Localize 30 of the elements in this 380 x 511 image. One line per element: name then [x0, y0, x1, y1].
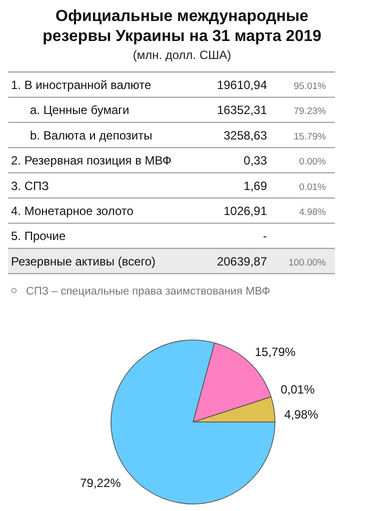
text: - [263, 229, 267, 244]
text: 1,69 [244, 178, 268, 193]
text: 1. В иностранной валюте [11, 78, 152, 92]
data-label: 79,22% [80, 476, 122, 490]
text: 16352,31 [216, 103, 268, 118]
text: 3. СПЗ [11, 178, 49, 193]
text: 19610,94 [216, 78, 268, 92]
text: СПЗ – специальные права заимствования МВФ [26, 286, 270, 298]
text: 0.01% [299, 182, 327, 193]
text: (млн. долл. США) [132, 48, 232, 62]
text: 4. Монетарное золото [11, 204, 134, 218]
text: a. Ценные бумаги [30, 103, 130, 118]
data-label: 15,79% [254, 344, 296, 359]
text: 5. Прочие [11, 229, 66, 244]
text: 3258,63 [224, 128, 268, 142]
text: 15.79% [294, 131, 327, 142]
text: 4.98% [299, 207, 327, 218]
text: 20639,87 [216, 254, 268, 268]
text: 1026,91 [224, 204, 268, 218]
text: 79.23% [294, 106, 327, 118]
text: 100.00% [288, 257, 327, 268]
data-label: 0,01% [280, 382, 315, 397]
text: 0.00% [299, 156, 327, 168]
data-label: 4,98% [284, 408, 319, 422]
text: 2. Резервная позиция в МВФ [11, 154, 172, 168]
text: Официальные международные резервы Украины на 31 марта 2019 [42, 8, 322, 45]
text: 95.01% [294, 81, 327, 92]
text: b. Валюта и депозиты [30, 128, 152, 142]
text: 0,33 [244, 154, 268, 168]
text: Резервные активы (всего) [11, 254, 156, 268]
